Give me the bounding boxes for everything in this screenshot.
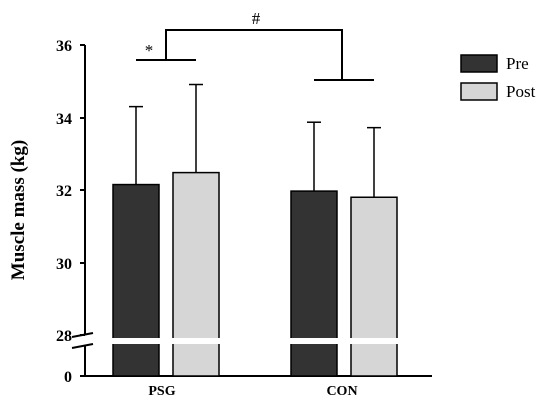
y-tick-label-36: 36 — [56, 38, 72, 55]
bar-con-post — [350, 196, 398, 377]
y-axis-label: Muscle mass (kg) — [8, 140, 29, 280]
axis-break-gap — [86, 338, 416, 344]
between-group-bracket — [165, 29, 343, 80]
y-tick-label-0: 0 — [64, 369, 72, 386]
x-category-label-con: CON — [326, 384, 357, 399]
axis-break-left-2 — [71, 343, 94, 349]
between-group-significance-marker: # — [252, 9, 261, 28]
y-tick-label-34: 34 — [56, 111, 72, 128]
bar-psg-pre — [112, 183, 160, 377]
legend-swatch-pre — [460, 54, 498, 73]
x-category-label-psg: PSG — [148, 384, 175, 399]
legend-label-post: Post — [506, 82, 536, 101]
bar-con-pre — [290, 190, 338, 377]
y-tick-label-28: 28 — [56, 328, 72, 345]
y-tick-label-30: 30 — [56, 256, 72, 273]
y-tick-label-32: 32 — [56, 183, 72, 200]
legend-swatch-post — [460, 82, 498, 101]
axis-break-left — [71, 332, 94, 338]
legend-label-pre: Pre — [506, 54, 529, 73]
bar-psg-post — [172, 171, 220, 377]
within-group-significance-marker: * — [145, 41, 154, 60]
